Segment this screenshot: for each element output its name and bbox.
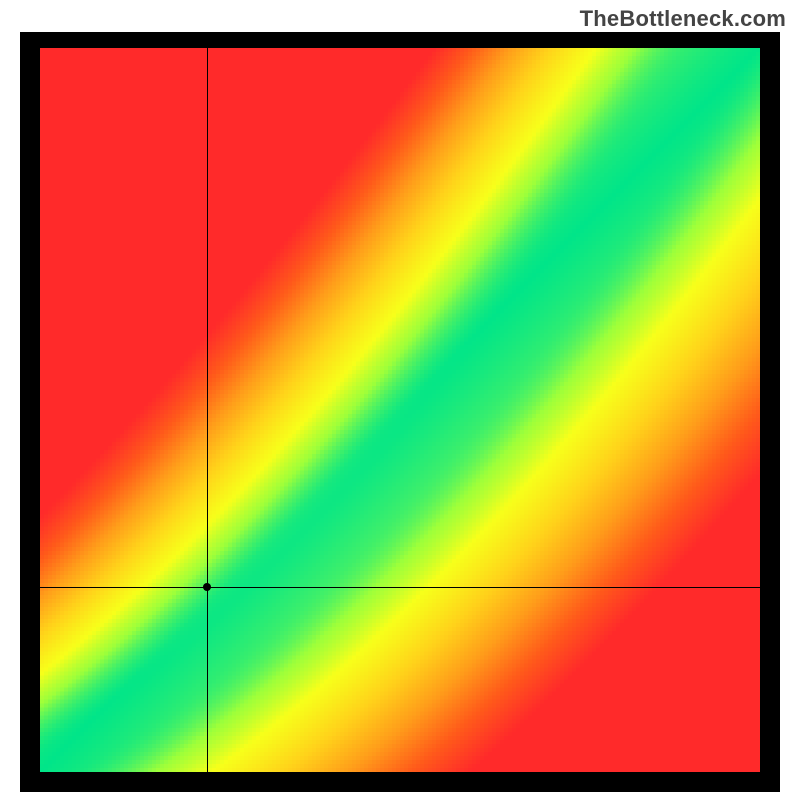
plot-area [40,48,760,772]
crosshair-vertical [207,48,208,772]
heatmap-canvas [40,48,760,772]
plot-outer-frame [20,32,780,792]
crosshair-dot [203,583,211,591]
crosshair-horizontal [40,587,760,588]
watermark-text: TheBottleneck.com [580,6,786,32]
